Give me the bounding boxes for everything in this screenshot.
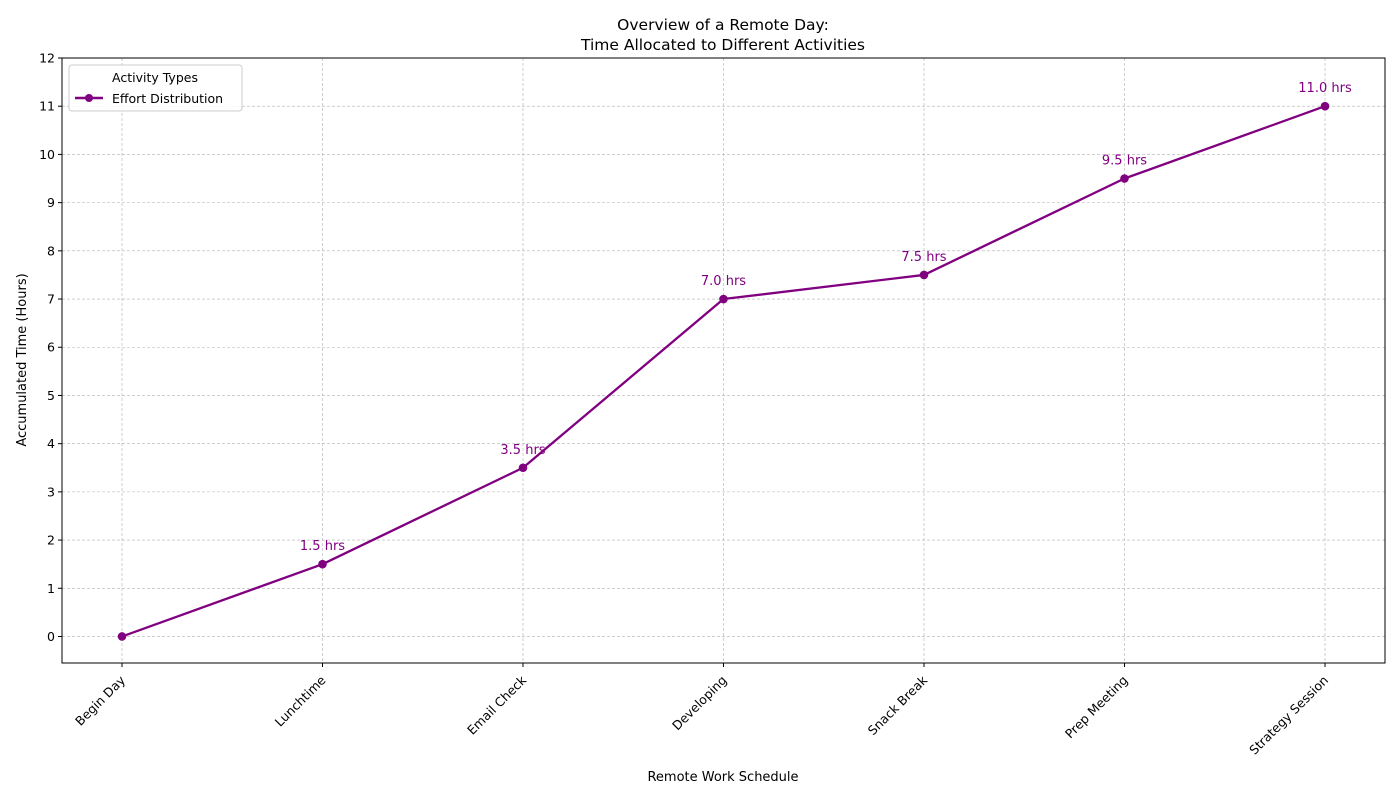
- data-point: [318, 559, 327, 569]
- data-point: [1320, 101, 1330, 111]
- data-point: [518, 463, 528, 473]
- y-tick-label: 4: [47, 436, 55, 451]
- y-tick-label: 7: [47, 292, 55, 307]
- y-tick-label: 3: [47, 484, 55, 499]
- y-axis-label: Accumulated Time (Hours): [15, 273, 30, 446]
- y-tick-label: 0: [47, 629, 55, 644]
- data-point: [919, 270, 929, 280]
- data-point: [117, 632, 127, 641]
- series-layer: [117, 101, 1330, 641]
- x-axis-label: Remote Work Schedule: [647, 770, 798, 785]
- y-tick-label: 1: [47, 581, 55, 596]
- y-tick-label: 2: [47, 533, 55, 548]
- legend-marker-swatch: [85, 94, 93, 102]
- y-tick-label: 6: [47, 340, 55, 355]
- data-point: [719, 294, 728, 304]
- y-tick-label: 8: [47, 243, 55, 258]
- plot-frame: [61, 57, 1386, 664]
- data-label: 11.0 hrs: [1298, 81, 1352, 96]
- y-tick-label: 10: [39, 147, 55, 162]
- legend-box: [68, 64, 243, 112]
- data-label: 3.5 hrs: [500, 443, 545, 458]
- y-tick-label: 11: [39, 99, 55, 114]
- y-tick-label: 5: [47, 388, 55, 403]
- chart-title-line2: Time Allocated to Different Activities: [580, 36, 865, 54]
- data-point: [1120, 174, 1129, 183]
- data-label: 9.5 hrs: [1102, 154, 1147, 169]
- legend: Activity Types Effort Distribution: [68, 64, 243, 112]
- y-tick-label: 12: [39, 51, 55, 66]
- chart-title-line1: Overview of a Remote Day:: [617, 16, 829, 34]
- data-label: 1.5 hrs: [300, 539, 345, 554]
- data-label: 7.0 hrs: [701, 274, 746, 289]
- legend-entry-label: Effort Distribution: [112, 91, 223, 106]
- legend-title: Activity Types: [112, 70, 198, 85]
- data-label: 7.5 hrs: [901, 250, 946, 265]
- y-tick-label: 9: [47, 195, 55, 210]
- data-labels: 1.5 hrs 3.5 hrs 7.0 hrs 7.5 hrs 9.5 hrs 11.0 …: [300, 81, 1352, 554]
